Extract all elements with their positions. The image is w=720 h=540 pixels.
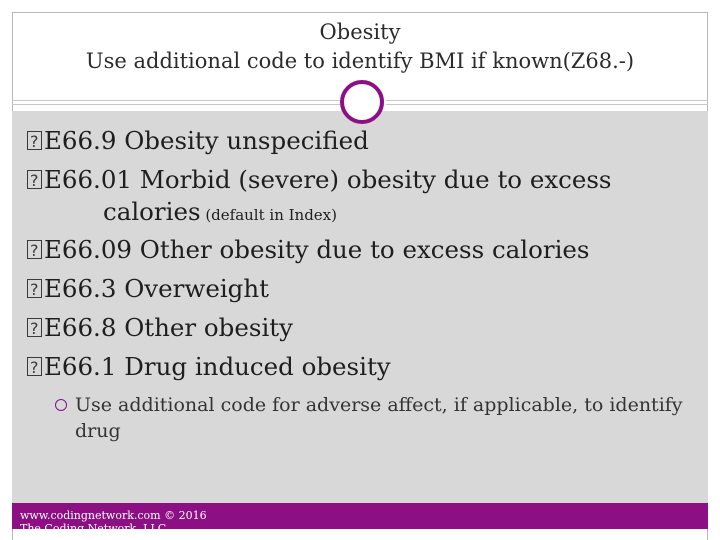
missing-glyph-bullet-icon <box>27 354 42 382</box>
missing-glyph-bullet-icon <box>27 128 42 156</box>
footer-company: The Coding Network, LLC <box>20 522 167 535</box>
missing-glyph-bullet-icon <box>27 315 42 343</box>
slide-title: Obesity <box>319 20 401 44</box>
bullet-item-e66-09: E66.09 Other obesity due to excess calor… <box>27 235 590 265</box>
bullet-text: E66.09 Other obesity due to excess calor… <box>44 235 590 264</box>
circle-bullet-icon <box>55 399 67 411</box>
bullet-text: E66.01 Morbid (severe) obesity due to ex… <box>44 165 612 194</box>
slide-subtitle: Use additional code to identify BMI if k… <box>85 49 635 73</box>
footer-copyright: www.codingnetwork.com © 2016 <box>20 509 207 522</box>
bullet-text: E66.3 Overweight <box>44 274 269 303</box>
missing-glyph-bullet-icon <box>27 276 42 304</box>
footer-bar <box>12 503 708 529</box>
bullet-text: E66.8 Other obesity <box>44 313 293 342</box>
bullet-item-e66-3: E66.3 Overweight <box>27 274 269 304</box>
sub-bullet-text: Use additional code for adverse affect, … <box>75 394 683 442</box>
divider-circle-ornament <box>340 80 384 124</box>
bullet-item-e66-01: E66.01 Morbid (severe) obesity due to ex… <box>27 165 612 195</box>
bullet-item-e66-1: E66.1 Drug induced obesity <box>27 352 391 382</box>
bullet-item-e66-9: E66.9 Obesity unspecified <box>27 126 369 156</box>
missing-glyph-bullet-icon <box>27 237 42 265</box>
missing-glyph-bullet-icon <box>27 167 42 195</box>
bullet-continuation: calories (default in Index) <box>103 198 337 229</box>
title-area: Obesity Use additional code to identify … <box>12 12 708 100</box>
bullet-item-e66-8: E66.8 Other obesity <box>27 313 293 343</box>
bullet-continuation-text: calories <box>103 197 201 226</box>
content-area <box>12 111 708 503</box>
bullet-text: E66.9 Obesity unspecified <box>44 126 369 155</box>
bullet-note: (default in Index) <box>200 206 337 224</box>
bullet-text: E66.1 Drug induced obesity <box>44 352 391 381</box>
